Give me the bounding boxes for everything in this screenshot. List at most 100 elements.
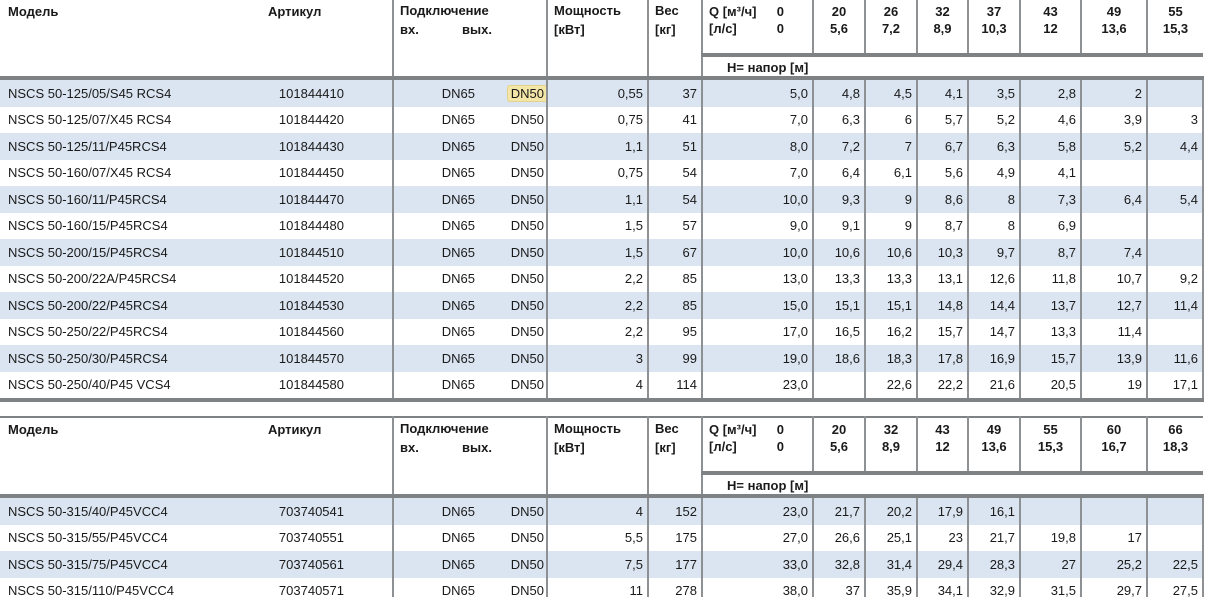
head-value-cell: 4,5 bbox=[864, 78, 917, 107]
head-value-cell: 3 bbox=[1146, 106, 1204, 133]
col-header-weight-label: Вес bbox=[655, 3, 679, 18]
head-value-cell: 7,0 bbox=[701, 106, 813, 133]
article-cell: 101844520 bbox=[278, 271, 344, 287]
head-value-cell: 15,1 bbox=[864, 292, 917, 319]
col-header-flow: 66 18,3 bbox=[1146, 417, 1203, 475]
head-value-cell: 9 bbox=[864, 186, 917, 213]
head-value-cell: 13,1 bbox=[916, 265, 968, 292]
table-row: NSCS 50-250/40/P45 VCS4 101844580 DN65 DN50… bbox=[0, 371, 1204, 402]
head-value-cell: 6,3 bbox=[967, 133, 1020, 160]
model-cell: NSCS 50-250/40/P45 VCS4 bbox=[0, 371, 263, 402]
head-value-cell: 7,4 bbox=[1080, 239, 1147, 266]
head-value-cell: 7,0 bbox=[701, 159, 813, 186]
weight-cell: 152 bbox=[647, 496, 702, 525]
col-header-flow: 60 16,7 bbox=[1080, 417, 1147, 475]
article-cell: 703740551 bbox=[278, 530, 344, 546]
col-header-model-label: Модель bbox=[8, 4, 59, 19]
flow-m3h-value: 60 bbox=[1106, 422, 1122, 437]
outlet-size-cell: DN50 bbox=[477, 133, 547, 160]
outlet-size-cell: DN50 bbox=[510, 324, 544, 340]
inlet-size-cell: DN65 bbox=[392, 318, 477, 345]
power-cell: 0,75 bbox=[546, 159, 648, 186]
flow-m3h-value: 32 bbox=[935, 4, 950, 19]
head-value-cell: 19,8 bbox=[1019, 524, 1081, 551]
col-header-weight: Вес [кг] bbox=[647, 417, 702, 498]
flow-ls-value: 12 bbox=[935, 439, 950, 454]
head-value-cell: 13,3 bbox=[1019, 318, 1081, 345]
head-value-cell: 31,4 bbox=[864, 551, 917, 578]
weight-cell: 41 bbox=[647, 106, 702, 133]
head-value-cell: 32,9 bbox=[967, 577, 1020, 597]
model-cell: NSCS 50-160/07/X45 RCS4 bbox=[8, 165, 172, 181]
col-header-weight-unit: [кг] bbox=[655, 440, 676, 455]
flow-m3h-label: Q [м³/ч] bbox=[709, 4, 757, 19]
col-header-flow: 49 13,6 bbox=[967, 417, 1020, 475]
col-header-article: Артикул bbox=[263, 417, 393, 498]
head-value-cell: 18,3 bbox=[864, 345, 917, 372]
head-value-cell: 18,6 bbox=[812, 345, 865, 372]
model-cell: NSCS 50-315/110/P45VCC4 bbox=[0, 577, 263, 597]
inlet-size-cell: DN65 bbox=[392, 78, 477, 107]
article-cell: 101844510 bbox=[263, 239, 393, 266]
head-value-cell: 33,0 bbox=[701, 551, 813, 578]
head-band-row: H= напор [м] bbox=[0, 53, 1203, 80]
head-value-cell bbox=[1146, 496, 1204, 525]
head-value-cell: 14,4 bbox=[967, 292, 1020, 319]
head-value-cell: 9,7 bbox=[967, 239, 1020, 266]
model-cell: NSCS 50-160/11/P45RCS4 bbox=[0, 186, 263, 213]
head-value-cell: 13,0 bbox=[701, 265, 813, 292]
power-cell: 4 bbox=[546, 371, 648, 402]
head-value-cell: 28,3 bbox=[967, 551, 1020, 578]
col-header-connection: Подключение вх. вых. bbox=[392, 417, 547, 498]
col-header-flow: 20 5,6 bbox=[812, 417, 865, 475]
power-cell: 0,55 bbox=[546, 78, 648, 107]
flow-ls-value: 7,2 bbox=[881, 21, 901, 36]
outlet-size-cell: DN50 bbox=[477, 496, 547, 525]
head-band-label: H= напор [м] bbox=[701, 471, 1203, 498]
flow-ls-value: 8,9 bbox=[933, 21, 952, 36]
flow-m3h-value: 49 bbox=[1106, 4, 1122, 19]
head-value-cell: 15,1 bbox=[812, 292, 865, 319]
col-header-power: Мощность [кВт] bbox=[546, 417, 648, 498]
head-value-cell: 17,1 bbox=[1146, 371, 1204, 402]
head-value-cell: 19 bbox=[1080, 371, 1147, 402]
head-value-cell: 7,3 bbox=[1019, 186, 1081, 213]
outlet-size-cell: DN50 bbox=[477, 551, 547, 578]
outlet-size-cell: DN50 bbox=[510, 530, 544, 546]
head-band-row: H= напор [м] bbox=[0, 471, 1203, 498]
table-row: NSCS 50-200/15/P45RCS4 101844510 DN65 DN50 1… bbox=[0, 239, 1204, 266]
head-value-cell: 16,9 bbox=[967, 345, 1020, 372]
flow-m3h-value: 26 bbox=[883, 4, 899, 19]
head-value-cell: 25,2 bbox=[1080, 551, 1147, 578]
power-cell: 7,5 bbox=[546, 551, 648, 578]
flow-ls-value: 5,6 bbox=[829, 21, 849, 36]
head-value-cell: 12,7 bbox=[1080, 292, 1147, 319]
head-value-cell: 29,7 bbox=[1080, 577, 1147, 597]
head-value-cell: 11,8 bbox=[1019, 265, 1081, 292]
head-value-cell: 6,7 bbox=[916, 133, 968, 160]
inlet-size-cell: DN65 bbox=[392, 239, 477, 266]
head-value-cell: 21,7 bbox=[812, 496, 865, 525]
table-row: NSCS 50-315/55/P45VCC4 703740551 DN65 DN50 5… bbox=[0, 524, 1204, 551]
weight-cell: 99 bbox=[647, 345, 702, 372]
power-cell: 4 bbox=[546, 496, 648, 525]
flow-ls-value: 15,3 bbox=[1162, 21, 1189, 36]
head-value-cell: 2,8 bbox=[1019, 78, 1081, 107]
table-body: NSCS 50-315/40/P45VCC4 703740541 DN65 DN50 4… bbox=[0, 496, 1204, 597]
table-row: NSCS 50-160/15/P45RCS4 101844480 DN65 DN50 1… bbox=[0, 212, 1204, 239]
inlet-sublabel: вх. bbox=[400, 440, 419, 455]
flow-m3h-value: 49 bbox=[986, 422, 1002, 437]
head-value-cell: 31,5 bbox=[1019, 577, 1081, 597]
head-value-cell bbox=[1146, 212, 1204, 239]
weight-cell: 37 bbox=[647, 78, 702, 107]
head-value-cell: 4,9 bbox=[967, 159, 1020, 186]
head-value-cell bbox=[1146, 159, 1204, 186]
col-header-flow: 26 7,2 bbox=[864, 0, 917, 57]
table-header: Модель Артикул Подключение вх. вых. Мощно… bbox=[0, 417, 1203, 498]
flow-ls-value: 5,6 bbox=[829, 439, 849, 454]
table-row: NSCS 50-250/22/P45RCS4 101844560 DN65 DN50 2… bbox=[0, 318, 1204, 345]
flow-m3h-value: 66 bbox=[1168, 422, 1183, 437]
weight-cell: 114 bbox=[647, 371, 702, 402]
flow-ls-value: 12 bbox=[1043, 21, 1058, 36]
